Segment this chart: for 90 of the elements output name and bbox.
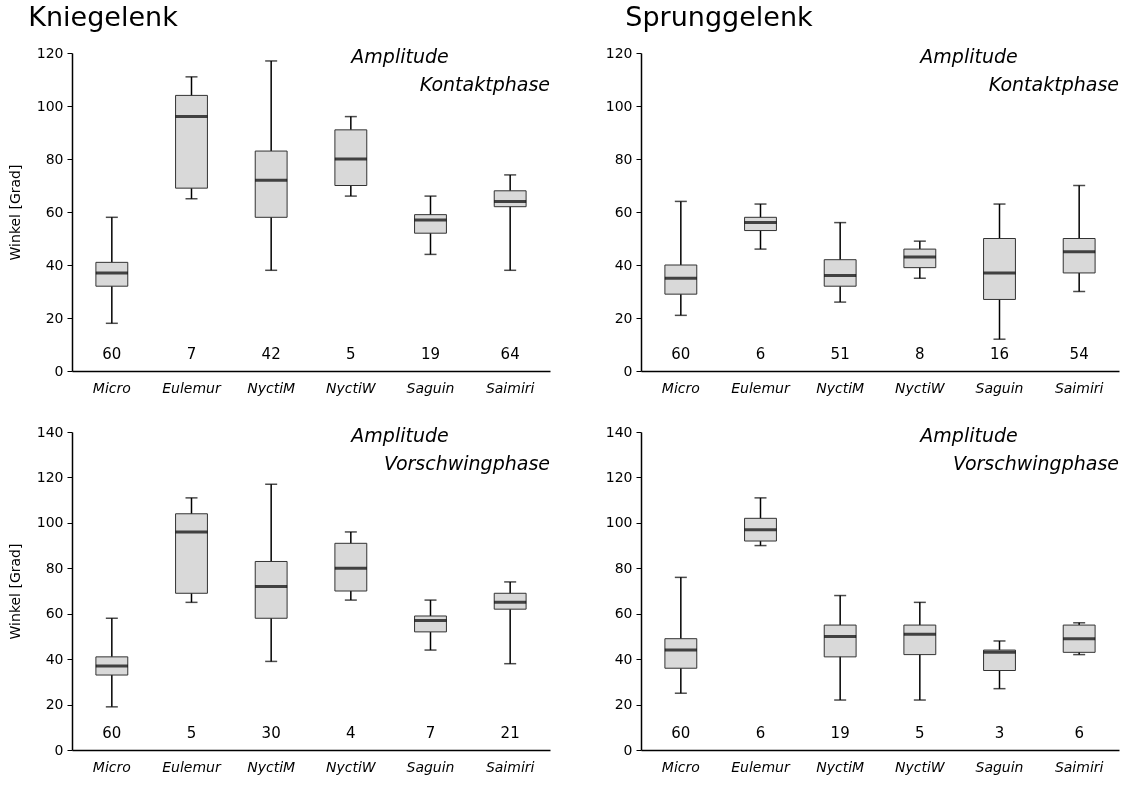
annotation: 5 — [186, 724, 197, 742]
annotation: 6 — [1074, 724, 1084, 742]
annotation: 60 — [671, 724, 691, 742]
y-tick-label: 60 — [614, 203, 633, 220]
annotation: Amplitude — [349, 45, 449, 67]
x-tick-label: Micro — [661, 379, 700, 396]
annotation: 5 — [915, 724, 925, 742]
y-tick-label: 120 — [36, 44, 64, 61]
x-tick-label: NyctiM — [816, 379, 865, 396]
x-tick-label: NyctiW — [325, 379, 377, 396]
x-tick-label: NyctiM — [247, 758, 296, 775]
y-tick-label: 0 — [623, 362, 633, 379]
x-tick-label: Saguin — [975, 379, 1024, 396]
annotation: 16 — [989, 345, 1010, 363]
annotation: 60 — [671, 345, 691, 363]
annotation: 6 — [755, 345, 766, 363]
y-tick-label: 100 — [605, 97, 633, 114]
annotation: 60 — [102, 724, 122, 742]
x-tick-label: Micro — [92, 758, 131, 775]
y-tick-label: 100 — [36, 97, 64, 114]
y-tick-label: 40 — [45, 650, 64, 667]
annotation: 4 — [346, 724, 356, 742]
x-tick-label: Saguin — [975, 758, 1024, 775]
y-tick-label: 80 — [614, 559, 633, 576]
x-tick-label: Saimiri — [1054, 758, 1104, 775]
y-tick-label: 120 — [605, 44, 633, 61]
y-tick-label: 60 — [45, 203, 64, 220]
x-tick-label: Saimiri — [485, 379, 535, 396]
x-tick-label: Eulemur — [731, 379, 791, 396]
annotation: 42 — [261, 345, 281, 363]
annotation: 3 — [994, 724, 1005, 742]
y-tick-label: 20 — [45, 309, 64, 326]
annotation: 6 — [755, 724, 766, 742]
y-tick-label: 60 — [614, 605, 633, 622]
y-tick-label: 40 — [45, 256, 64, 273]
y-tick-label: 40 — [614, 256, 633, 273]
y-tick-label: 0 — [54, 741, 64, 758]
x-tick-label: NyctiM — [816, 758, 865, 775]
annotation: 30 — [261, 724, 281, 742]
y-tick-label: 80 — [45, 559, 64, 576]
annotation: 60 — [102, 345, 122, 363]
x-tick-label: Eulemur — [162, 379, 222, 396]
annotation: 5 — [346, 345, 356, 363]
annotation: Kontaktphase — [419, 73, 550, 95]
y-tick-label: 80 — [614, 150, 633, 167]
x-tick-label: Micro — [92, 379, 131, 396]
annotation: Kontaktphase — [988, 73, 1119, 95]
x-tick-label: Eulemur — [731, 758, 791, 775]
x-tick-label: NyctiM — [247, 379, 296, 396]
y-tick-label: 80 — [45, 150, 64, 167]
x-tick-label: Saguin — [406, 758, 455, 775]
annotation: 7 — [425, 724, 436, 742]
annotation: Vorschwingphase — [953, 452, 1119, 474]
annotation: 7 — [186, 345, 197, 363]
chart-title: Kniegelenk — [28, 1, 179, 32]
annotation: 8 — [915, 345, 925, 363]
x-tick-label: Micro — [661, 758, 700, 775]
y-axis-title: Winkel [Grad] — [6, 164, 23, 261]
annotation: Vorschwingphase — [384, 452, 550, 474]
y-tick-label: 20 — [45, 696, 64, 713]
y-tick-label: 140 — [605, 423, 633, 440]
y-tick-label: 40 — [614, 650, 633, 667]
y-tick-label: 100 — [605, 514, 633, 531]
x-tick-label: NyctiW — [894, 379, 946, 396]
annotation: 21 — [500, 724, 520, 742]
y-tick-label: 20 — [614, 696, 633, 713]
annotation: 54 — [1069, 345, 1089, 363]
annotation: Amplitude — [918, 424, 1018, 446]
x-tick-label: NyctiW — [325, 758, 377, 775]
x-tick-label: Saimiri — [485, 758, 535, 775]
annotation: 19 — [420, 345, 441, 363]
chart-title: Sprunggelenk — [625, 1, 813, 32]
x-tick-label: NyctiW — [894, 758, 946, 775]
annotation: Amplitude — [349, 424, 449, 446]
annotation: 64 — [500, 345, 520, 363]
y-tick-label: 20 — [614, 309, 633, 326]
y-tick-label: 0 — [623, 741, 633, 758]
x-tick-label: Saguin — [406, 379, 455, 396]
y-tick-label: 140 — [36, 423, 64, 440]
y-axis-title: Winkel [Grad] — [6, 543, 23, 640]
annotation: 19 — [830, 724, 850, 742]
x-tick-label: Saimiri — [1054, 379, 1104, 396]
y-tick-label: 120 — [36, 468, 64, 485]
annotation: Amplitude — [918, 45, 1018, 67]
x-tick-label: Eulemur — [162, 758, 222, 775]
y-tick-label: 120 — [605, 468, 633, 485]
y-tick-label: 60 — [45, 605, 64, 622]
annotation: 51 — [830, 345, 850, 363]
y-tick-label: 100 — [36, 514, 64, 531]
y-tick-label: 0 — [54, 362, 64, 379]
